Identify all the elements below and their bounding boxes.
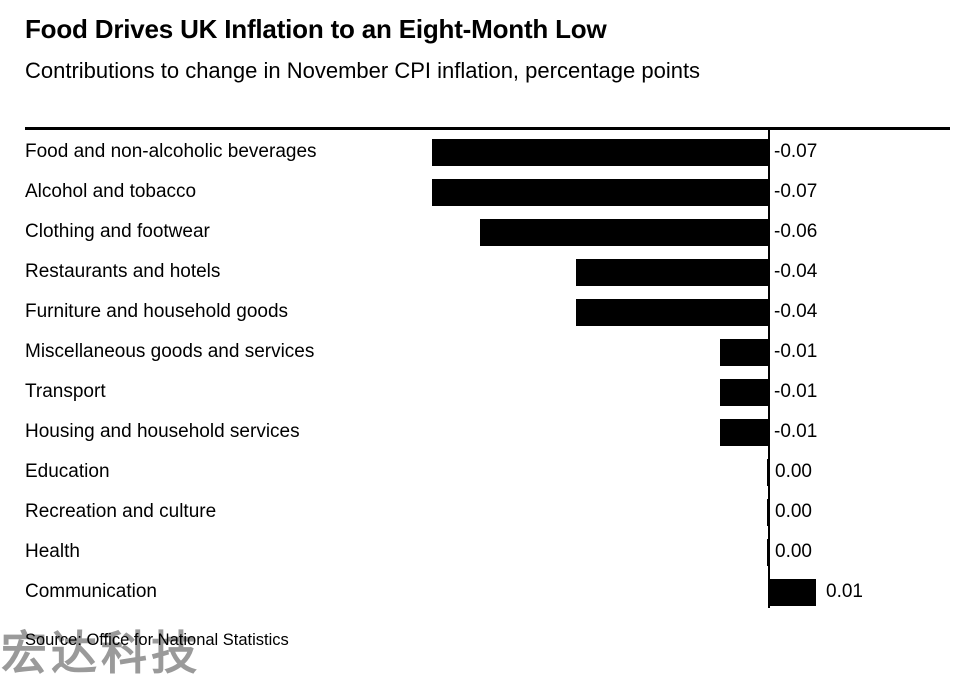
category-label: Recreation and culture [25,501,217,522]
data-bar [720,418,768,446]
value-label: -0.04 [774,261,818,282]
category-label: Restaurants and hotels [25,261,221,282]
value-label: -0.04 [774,301,818,322]
chart-row: Furniture and household goods -0.04 [25,292,953,332]
data-bar [480,218,768,246]
data-bar [768,578,816,606]
data-bar [720,378,768,406]
value-label: 0.00 [775,541,812,562]
chart-row: Clothing and footwear -0.06 [25,212,953,252]
value-label: 0.01 [826,581,863,602]
category-label: Housing and household services [25,421,300,442]
chart-row: Health 0.00 [25,532,953,572]
category-label: Alcohol and tobacco [25,181,197,202]
value-label: -0.01 [774,341,818,362]
category-label: Health [25,541,80,562]
category-label: Furniture and household goods [25,301,289,322]
value-label: -0.07 [774,141,818,162]
chart-row: Miscellaneous goods and services -0.01 [25,332,953,372]
chart-subtitle: Contributions to change in November CPI … [25,58,701,83]
category-label: Clothing and footwear [25,221,210,242]
top-rule-divider [25,127,950,130]
value-label: -0.06 [774,221,818,242]
chart-row: Restaurants and hotels -0.04 [25,252,953,292]
chart-row: Recreation and culture 0.00 [25,492,953,532]
category-label: Miscellaneous goods and services [25,341,315,362]
bar-chart: Food and non-alcoholic beverages -0.07 Alc… [25,130,953,612]
data-bar [432,178,768,206]
category-label: Communication [25,581,157,602]
zero-value-tick [767,458,770,486]
data-bar [720,338,768,366]
value-label: -0.01 [774,421,818,442]
value-label: -0.07 [774,181,818,202]
chart-row: Housing and household services -0.01 [25,412,953,452]
chart-row: Transport -0.01 [25,372,953,412]
chart-row: Alcohol and tobacco -0.07 [25,172,953,212]
chart-title: Food Drives UK Inflation to an Eight-Mon… [25,14,607,44]
value-label: 0.00 [775,501,812,522]
chart-row: Communication 0.01 [25,572,953,612]
data-bar [432,138,768,166]
category-label: Transport [25,381,106,402]
zero-value-tick [767,498,770,526]
watermark-text: 宏达科技 [1,627,201,679]
data-bar [576,258,768,286]
value-label: 0.00 [775,461,812,482]
data-bar [576,298,768,326]
value-label: -0.01 [774,381,818,402]
chart-row: Education 0.00 [25,452,953,492]
category-label: Education [25,461,110,482]
zero-axis-line [768,130,770,608]
chart-row: Food and non-alcoholic beverages -0.07 [25,132,953,172]
source-attribution: Source: Office for National Statistics [25,631,289,649]
zero-value-tick [767,538,770,566]
category-label: Food and non-alcoholic beverages [25,141,317,162]
chart-page: Food Drives UK Inflation to an Eight-Mon… [1,14,953,679]
